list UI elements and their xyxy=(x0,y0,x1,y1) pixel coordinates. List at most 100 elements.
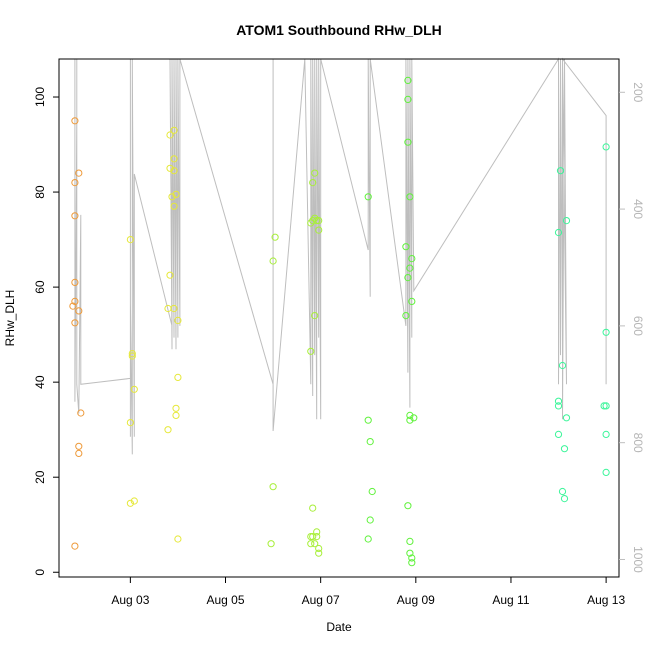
x-tick-label: Aug 03 xyxy=(111,593,149,607)
data-point xyxy=(406,193,414,201)
data-point xyxy=(71,542,79,550)
data-point xyxy=(307,347,315,355)
data-point xyxy=(174,373,182,381)
pressure-trace-line xyxy=(74,57,607,455)
y-tick-label: 100 xyxy=(33,87,47,107)
data-point xyxy=(556,167,565,175)
data-point xyxy=(554,228,563,237)
data-point xyxy=(71,278,79,286)
data-point xyxy=(562,414,571,422)
x-tick-label: Aug 07 xyxy=(302,593,340,607)
data-point xyxy=(71,319,79,327)
data-point xyxy=(406,411,414,419)
secondary-y-axis: 200 400 600 800 1000 xyxy=(619,82,645,573)
data-point xyxy=(410,414,418,422)
data-point xyxy=(315,226,323,234)
data-point xyxy=(558,361,567,370)
data-point xyxy=(172,411,180,419)
data-point xyxy=(170,167,178,175)
chart-title: ATOM1 Southbound RHw_DLH xyxy=(236,22,442,38)
data-point xyxy=(554,402,563,410)
data-point xyxy=(602,402,610,410)
data-point xyxy=(404,95,412,104)
data-point xyxy=(366,516,374,524)
scatter-points xyxy=(69,76,610,567)
data-point xyxy=(71,117,79,125)
data-point xyxy=(602,328,610,336)
data-point xyxy=(554,430,563,438)
plot-frame xyxy=(58,58,620,578)
x-axis-label: Date xyxy=(326,620,352,634)
data-point xyxy=(170,155,178,163)
x-tick-label: Aug 13 xyxy=(587,593,625,607)
data-point xyxy=(364,535,372,543)
data-point xyxy=(368,487,376,496)
data-point xyxy=(402,312,410,320)
data-point xyxy=(404,502,412,510)
data-point xyxy=(554,397,563,405)
data-point xyxy=(560,445,569,453)
data-point xyxy=(309,533,317,541)
data-point xyxy=(309,179,317,187)
data-point xyxy=(313,533,321,541)
data-point xyxy=(406,537,414,546)
data-point xyxy=(311,214,319,222)
y-tick-label: 20 xyxy=(33,470,47,484)
data-point xyxy=(307,219,315,227)
data-point xyxy=(174,316,182,324)
data-point xyxy=(126,499,134,507)
data-point xyxy=(71,297,79,305)
x-tick-label: Aug 05 xyxy=(206,593,244,607)
y2-tick-label: 400 xyxy=(631,199,645,219)
data-point xyxy=(166,271,174,279)
y-tick-label: 60 xyxy=(33,280,47,294)
data-point xyxy=(309,504,317,512)
data-point xyxy=(402,243,410,251)
data-point xyxy=(313,217,321,225)
data-point xyxy=(77,409,85,417)
data-point xyxy=(313,528,321,536)
data-point xyxy=(311,169,319,177)
data-point xyxy=(602,143,610,151)
data-point xyxy=(174,535,182,543)
data-point xyxy=(560,495,569,503)
data-point xyxy=(170,202,178,210)
x-tick-label: Aug 11 xyxy=(492,593,529,607)
data-point xyxy=(69,302,77,310)
y-axis-label: RHw_DLH xyxy=(3,290,17,347)
data-point xyxy=(408,554,416,562)
y2-tick-label: 600 xyxy=(631,316,645,336)
data-point xyxy=(166,131,174,139)
data-point xyxy=(364,416,372,424)
data-point xyxy=(366,438,374,446)
data-point xyxy=(75,449,83,457)
data-point xyxy=(71,179,79,187)
data-point xyxy=(172,190,180,198)
y2-tick-label: 800 xyxy=(631,433,645,453)
data-point xyxy=(71,212,79,220)
x-tick-label: Aug 09 xyxy=(397,593,435,607)
data-point xyxy=(315,544,323,553)
data-point xyxy=(128,352,136,360)
data-point xyxy=(130,497,138,505)
data-point xyxy=(170,126,178,134)
data-point xyxy=(269,257,277,265)
data-point xyxy=(408,559,416,567)
data-point xyxy=(126,236,134,244)
data-point xyxy=(558,487,567,496)
y-tick-label: 0 xyxy=(33,569,47,576)
data-point xyxy=(126,419,134,427)
data-point xyxy=(404,76,412,85)
y2-tick-label: 200 xyxy=(631,82,645,102)
y2-tick-label: 1000 xyxy=(631,546,645,573)
data-point xyxy=(311,540,319,548)
data-point xyxy=(406,264,414,272)
data-point xyxy=(406,549,414,557)
data-point xyxy=(168,193,176,201)
data-point xyxy=(75,169,83,177)
data-point xyxy=(307,540,315,548)
data-point xyxy=(130,385,138,393)
data-point xyxy=(271,233,279,241)
data-point xyxy=(600,402,608,410)
